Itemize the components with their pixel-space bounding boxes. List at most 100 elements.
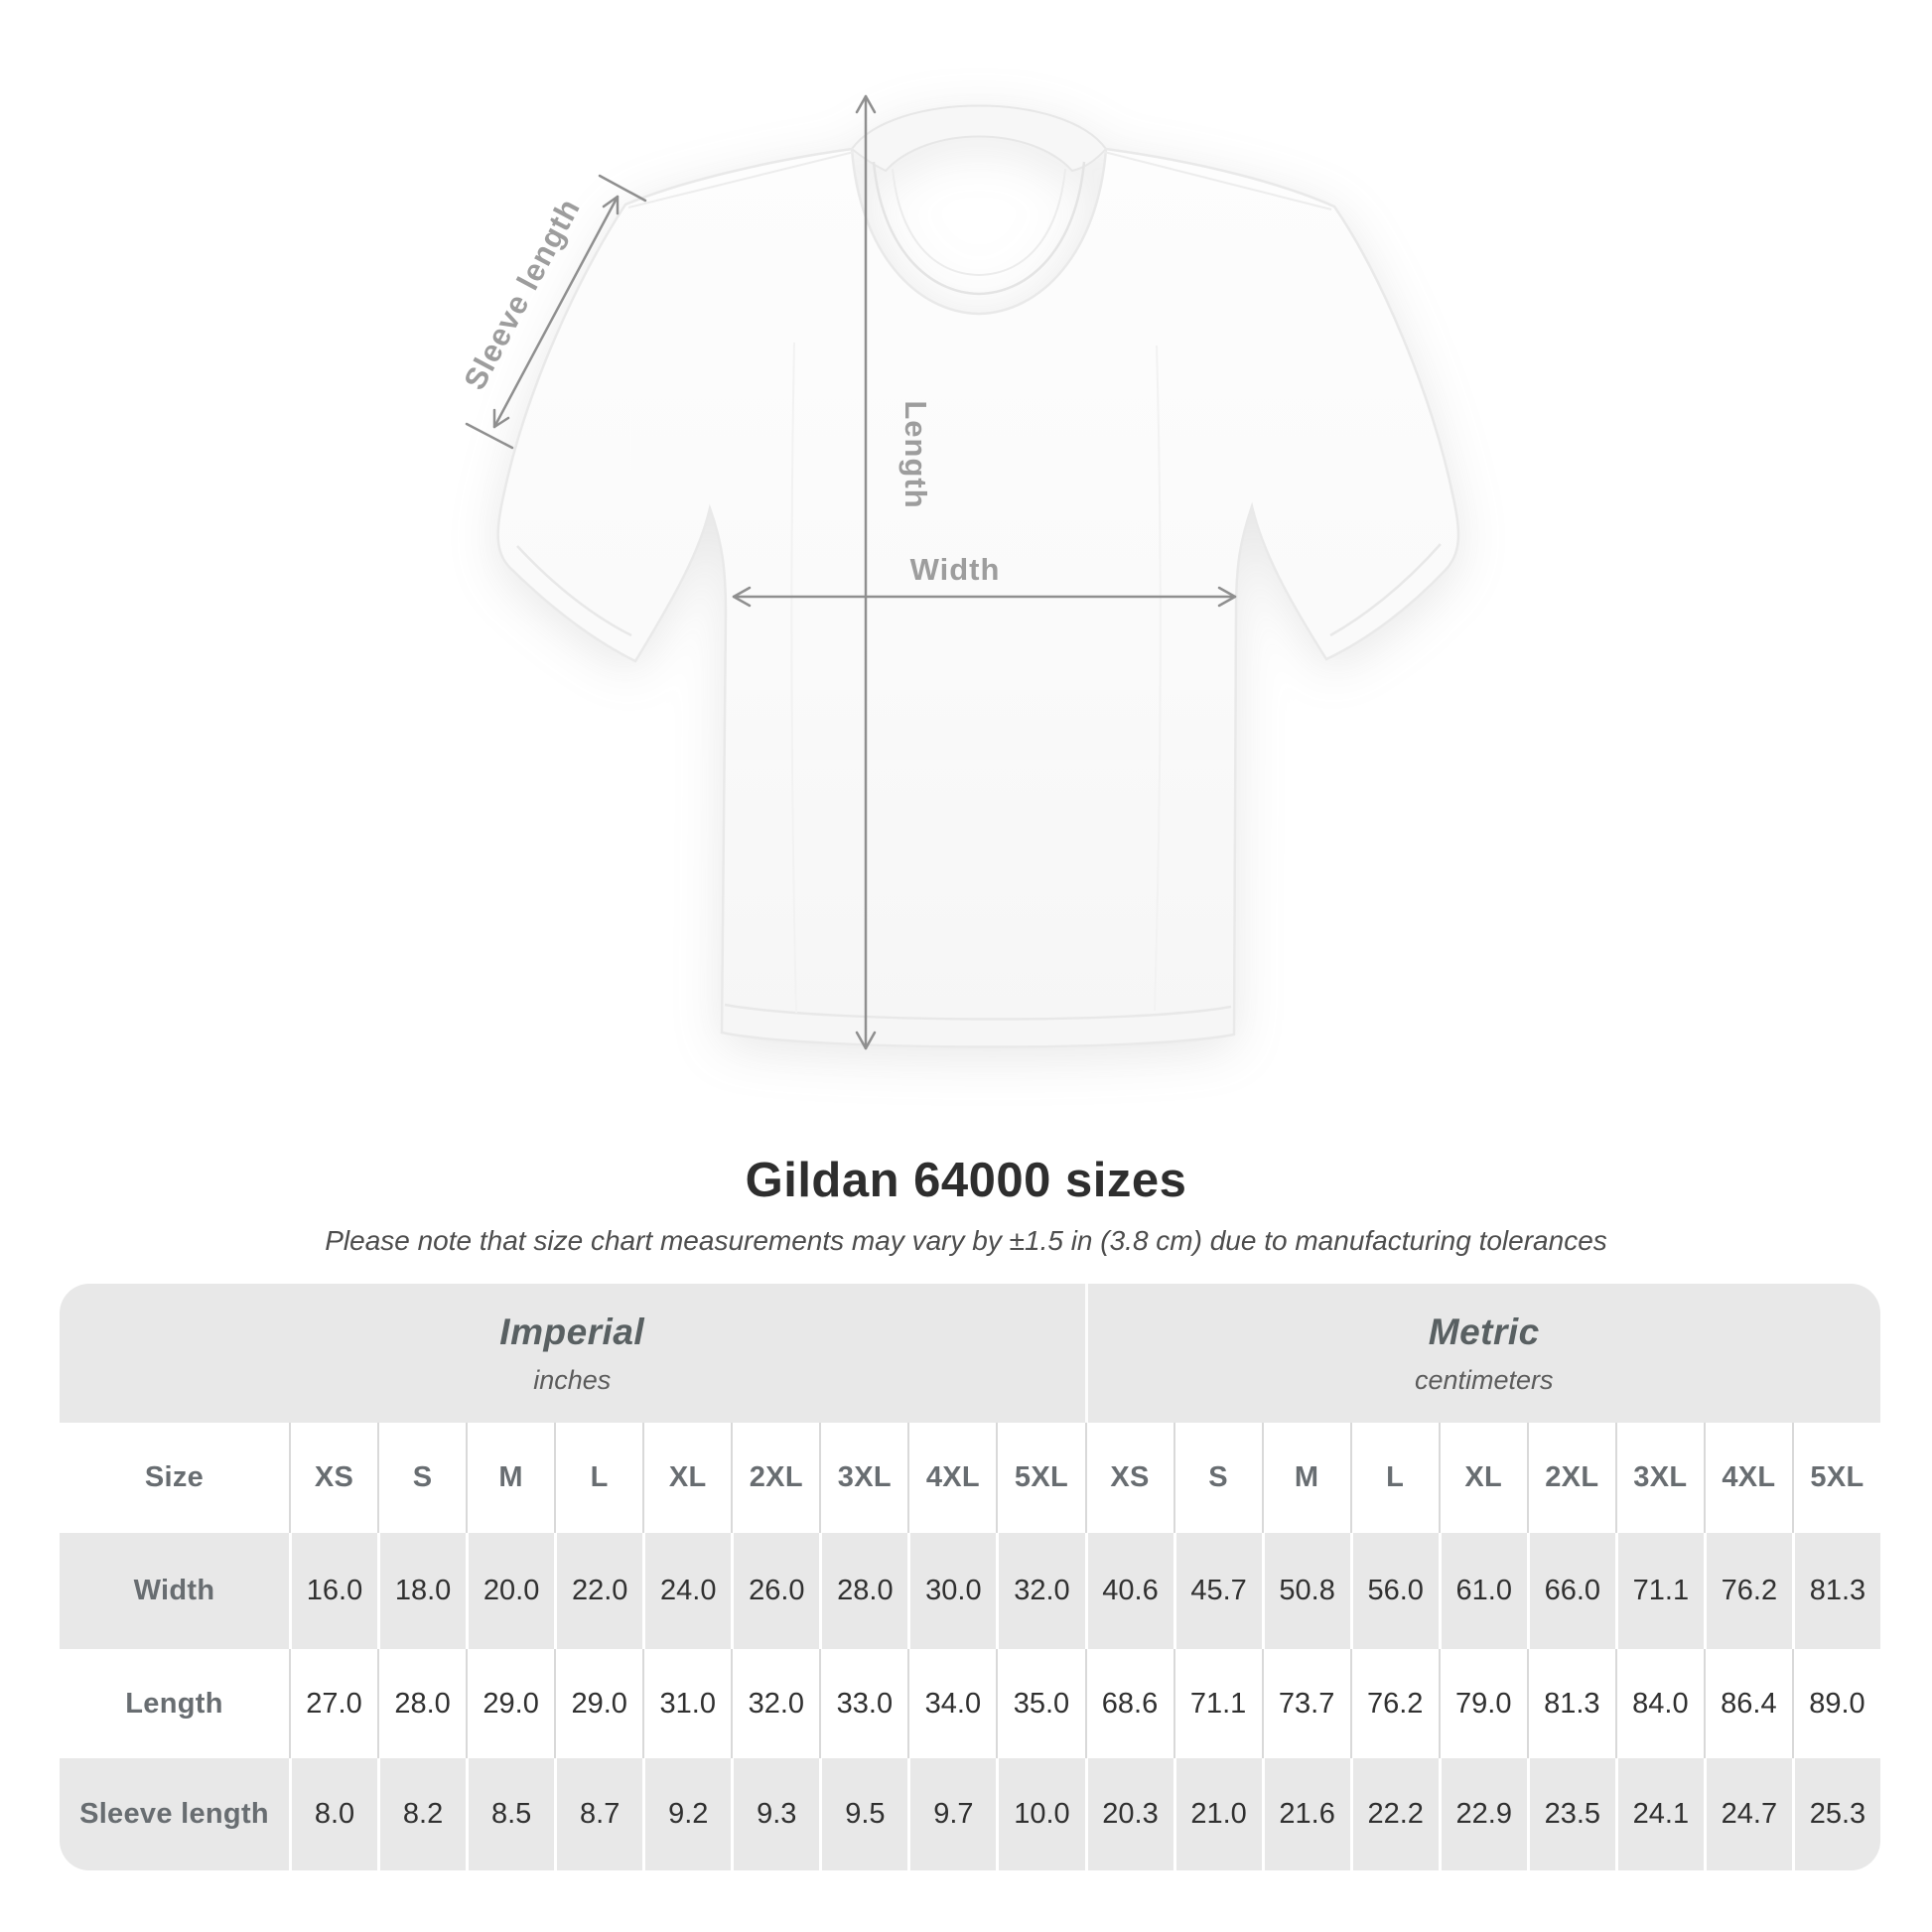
row-label: Length [125,1687,223,1720]
value-cell-imperial: 26.0 [731,1533,819,1649]
imperial-header-title: Imperial [499,1311,645,1352]
size-header-metric-5xl: 5XL [1791,1423,1880,1533]
sleeve-arrowhead-top [602,195,620,215]
tshirt-body [496,147,1460,1048]
sleeve-cap-bottom [465,422,514,450]
size-header-metric-3xl: 3XL [1614,1423,1704,1533]
value-cell-imperial: 24.0 [642,1533,731,1649]
size-header-imperial-3xl: 3XL [819,1423,907,1533]
value-cell-imperial: 27.0 [289,1649,377,1758]
size-chart-table: Imperial inches Metric centimeters Size … [60,1284,1880,1870]
value-cell-metric: 45.7 [1173,1533,1262,1649]
size-header-imperial-4xl: 4XL [907,1423,996,1533]
value-cell-imperial: 8.2 [377,1758,466,1870]
size-header-metric-xl: XL [1438,1423,1527,1533]
size-header-metric-m: M [1261,1423,1350,1533]
value-cell-metric: 24.7 [1703,1758,1792,1870]
sleeve-dimension-line [492,195,620,429]
width-arrowhead-right [1217,586,1237,608]
value-cell-imperial: 32.0 [731,1649,819,1758]
value-cell-metric: 68.6 [1084,1649,1173,1758]
size-header-metric-s: S [1173,1423,1262,1533]
value-cell-metric: 76.2 [1349,1649,1439,1758]
value-cell-imperial: 8.0 [289,1758,377,1870]
metric-header: Metric centimeters [1084,1284,1881,1423]
value-cell-metric: 84.0 [1614,1649,1704,1758]
length-label: Length [898,400,933,508]
value-cell-metric: 21.0 [1173,1758,1262,1870]
value-cell-imperial: 35.0 [996,1649,1084,1758]
tshirt-measurement-diagram: Sleeve length Length Width [457,94,1460,1050]
tshirt-image [496,104,1460,1048]
value-cell-imperial: 32.0 [996,1533,1084,1649]
imperial-header: Imperial inches [60,1284,1085,1423]
metric-header-unit: centimeters [1414,1364,1554,1395]
value-cell-metric: 20.3 [1084,1758,1173,1870]
value-cell-imperial: 18.0 [377,1533,466,1649]
value-cell-metric: 81.3 [1791,1533,1880,1649]
unit-system-header-row: Imperial inches Metric centimeters [60,1284,1880,1423]
value-cell-imperial: 29.0 [554,1649,642,1758]
size-header-imperial-2xl: 2XL [731,1423,819,1533]
size-header-imperial-xl: XL [642,1423,731,1533]
fabric-fold-right [1154,345,1162,1012]
value-cell-imperial: 16.0 [289,1533,377,1649]
length-arrowhead-top [855,94,877,114]
value-cell-metric: 40.6 [1084,1533,1173,1649]
value-cell-metric: 66.0 [1526,1533,1615,1649]
value-cell-imperial: 28.0 [377,1649,466,1758]
collar-ribbing-inner [892,168,1066,277]
size-header-imperial-s: S [377,1423,466,1533]
value-cell-metric: 73.7 [1261,1649,1350,1758]
value-cell-metric: 25.3 [1791,1758,1880,1870]
value-cell-metric: 71.1 [1614,1533,1704,1649]
collar-ribbing-outer [872,161,1086,296]
size-header-imperial-l: L [554,1423,642,1533]
value-cell-metric: 23.5 [1526,1758,1615,1870]
value-cell-metric: 81.3 [1526,1649,1615,1758]
value-cell-imperial: 8.5 [466,1758,554,1870]
value-cell-imperial: 10.0 [996,1758,1084,1870]
value-cell-metric: 21.6 [1261,1758,1350,1870]
tolerance-note: Please note that size chart measurements… [325,1225,1607,1256]
value-cell-metric: 89.0 [1791,1649,1880,1758]
size-header-metric-2xl: 2XL [1526,1423,1615,1533]
sleeve-arrowhead-bottom [492,408,510,429]
length-arrowhead-bottom [855,1031,877,1050]
size-header-row: Size XS S M L XL 2XL 3XL 4XL 5XL XS S M L XL 2XL 3XL 4XL… [60,1423,1880,1533]
length-row: Length 27.0 28.0 29.0 29.0 31.0 32.0 33.0 34.0 35… [60,1649,1880,1758]
imperial-header-unit: inches [533,1364,612,1395]
width-label: Width [910,552,1001,587]
left-shoulder-seam [627,151,855,208]
size-header-imperial-5xl: 5XL [996,1423,1084,1533]
width-arrowhead-left [732,586,752,608]
row-label: Width [133,1575,215,1606]
size-header-imperial-xs: XS [289,1423,377,1533]
value-cell-imperial: 9.7 [907,1758,996,1870]
value-cell-imperial: 8.7 [554,1758,642,1870]
fabric-fold-left [790,342,797,1014]
left-sleeve-hem-seam [516,545,632,637]
value-cell-imperial: 33.0 [819,1649,907,1758]
value-cell-imperial: 31.0 [642,1649,731,1758]
metric-header-title: Metric [1428,1311,1540,1352]
value-cell-metric: 86.4 [1703,1649,1792,1758]
value-cell-metric: 79.0 [1438,1649,1527,1758]
value-cell-imperial: 30.0 [907,1533,996,1649]
value-cell-metric: 61.0 [1438,1533,1527,1649]
sleeve-cap-top [598,174,647,203]
value-cell-metric: 76.2 [1703,1533,1792,1649]
value-cell-imperial: 9.2 [642,1758,731,1870]
size-header-metric-4xl: 4XL [1703,1423,1792,1533]
value-cell-metric: 22.9 [1438,1758,1527,1870]
bottom-hem-seam [724,1003,1232,1021]
right-sleeve-hem-seam [1329,543,1442,637]
value-cell-imperial: 9.5 [819,1758,907,1870]
value-cell-imperial: 29.0 [466,1649,554,1758]
value-cell-metric: 71.1 [1173,1649,1262,1758]
value-cell-metric: 56.0 [1349,1533,1439,1649]
value-cell-metric: 22.2 [1349,1758,1439,1870]
sleeve-length-row: Sleeve length 8.0 8.2 8.5 8.7 9.2 9.3 9.5 9.7 10.… [60,1758,1880,1870]
value-cell-imperial: 22.0 [554,1533,642,1649]
right-shoulder-seam [1103,151,1332,210]
